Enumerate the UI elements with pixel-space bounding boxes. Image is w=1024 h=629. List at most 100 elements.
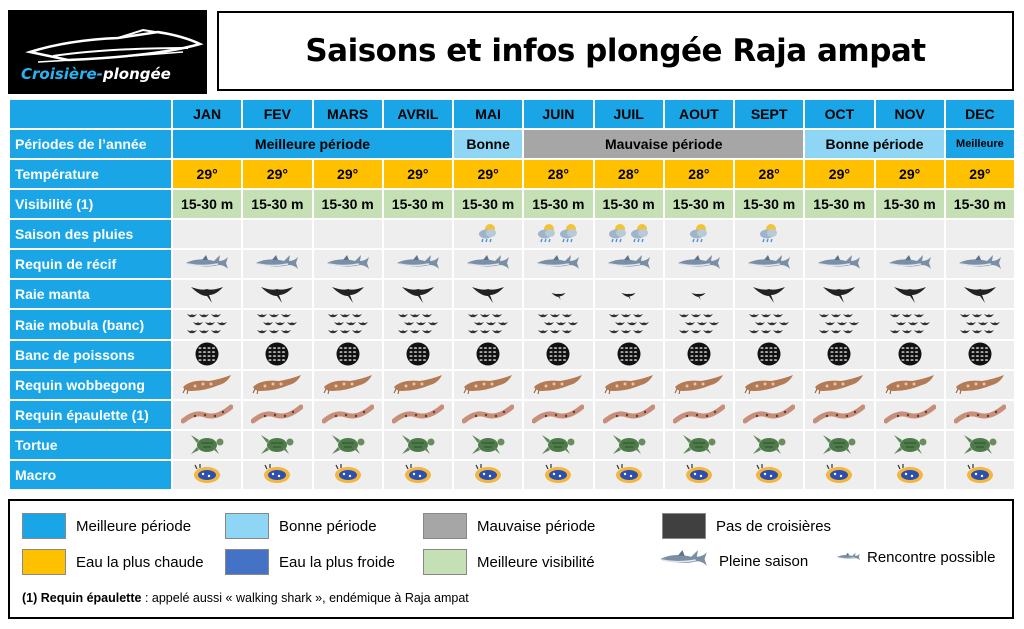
fish-school-icon <box>265 342 289 369</box>
legend: Meilleure période Bonne période Mauvaise… <box>8 499 1014 619</box>
shark-icon <box>184 254 230 275</box>
manta-ray-icon <box>963 283 997 306</box>
nudibranch-icon <box>753 462 785 489</box>
manta-row: Raie manta <box>10 280 1014 308</box>
temperature-cell: 29° <box>805 160 874 188</box>
period-segment: Mauvaise période <box>524 130 804 158</box>
row-label: Raie manta <box>10 280 171 308</box>
temperature-cell: 28° <box>524 160 593 188</box>
reef-shark-cell <box>524 250 593 278</box>
macro-cell <box>594 461 663 489</box>
fish-school-icon <box>827 342 851 369</box>
visibility-row: Visibilité (1) 15-30 m 15-30 m 15-30 m 15-30… <box>10 190 1014 218</box>
fish-school-icon <box>406 342 430 369</box>
wobbegong-cell <box>524 371 593 399</box>
manta-ray-icon <box>752 283 786 306</box>
epaulette-cell <box>383 401 452 429</box>
fish-school-cell <box>243 341 312 369</box>
legend-best: Meilleure période <box>22 513 191 539</box>
reef-shark-cell <box>454 250 523 278</box>
row-label: Périodes de l’année <box>10 130 171 158</box>
legend-warmest: Eau la plus chaude <box>22 549 204 575</box>
fish-school-cell <box>594 341 663 369</box>
turtle-cell <box>945 431 1014 459</box>
epaulette-cell <box>243 401 312 429</box>
turtle-icon <box>187 433 227 458</box>
epaulette-shark-icon <box>180 403 234 428</box>
period-segment: Bonne <box>454 130 523 158</box>
epaulette-shark-icon <box>250 403 304 428</box>
shark-icon <box>887 254 933 275</box>
fish-school-cell <box>383 341 452 369</box>
visibility-cell: 15-30 m <box>735 190 804 218</box>
manta-cell <box>945 280 1014 308</box>
fish-school-cell <box>805 341 874 369</box>
mobula-school-icon <box>396 310 440 339</box>
month-header: SEPT <box>735 100 804 128</box>
turtle-icon <box>819 433 859 458</box>
temperature-cell: 29° <box>173 160 242 188</box>
fish-school-icon <box>617 342 641 369</box>
mobula-cell <box>313 310 382 339</box>
reef-shark-cell <box>664 250 733 278</box>
fish-school-cell <box>875 341 944 369</box>
rain-cell <box>313 220 382 248</box>
reef-shark-cell <box>805 250 874 278</box>
reef-shark-cell <box>383 250 452 278</box>
wobbegong-icon <box>954 373 1006 398</box>
row-label: Visibilité (1) <box>10 190 171 218</box>
fish-school-icon <box>687 342 711 369</box>
logo-text: Croisière-plongée <box>21 65 171 83</box>
nudibranch-icon <box>472 462 504 489</box>
rain-cell <box>243 220 312 248</box>
manta-cell <box>313 280 382 308</box>
nudibranch-icon <box>613 462 645 489</box>
row-label: Requin épaulette (1) <box>10 401 171 429</box>
row-label: Banc de poissons <box>10 341 171 369</box>
visibility-cell: 15-30 m <box>383 190 452 218</box>
legend-swatch-best <box>22 513 66 539</box>
manta-cell <box>805 280 874 308</box>
wobbegong-cell <box>875 371 944 399</box>
manta-cell <box>594 280 663 308</box>
mobula-school-icon <box>185 310 229 339</box>
wobbegong-icon <box>743 373 795 398</box>
manta-ray-icon <box>471 283 505 306</box>
logo: Croisière-plongée <box>8 10 207 94</box>
turtle-cell <box>313 431 382 459</box>
epaulette-row: Requin épaulette (1) <box>10 401 1014 429</box>
period-segment: Meilleure période <box>173 130 452 158</box>
row-label: Macro <box>10 461 171 489</box>
wobbegong-icon <box>532 373 584 398</box>
reef-shark-cell <box>594 250 663 278</box>
fish-school-cell <box>664 341 733 369</box>
turtle-icon <box>538 433 578 458</box>
month-header: JUIN <box>524 100 593 128</box>
rain-cloud-icon <box>536 222 558 247</box>
reef-shark-row: Requin de récif <box>10 250 1014 278</box>
epaulette-cell <box>875 401 944 429</box>
legend-high-season: Pleine saison <box>658 549 808 573</box>
macro-cell <box>945 461 1014 489</box>
manta-ray-icon <box>260 283 294 306</box>
manta-cell <box>875 280 944 308</box>
month-header: MARS <box>313 100 382 128</box>
epaulette-shark-icon <box>321 403 375 428</box>
dive-season-table: JAN FEV MARS AVRIL MAI JUIN JUIL AOUT SEPT OCT NOV… <box>8 98 1016 491</box>
shark-icon <box>606 254 652 275</box>
reef-shark-cell <box>945 250 1014 278</box>
row-label: Requin de récif <box>10 250 171 278</box>
mobula-row: Raie mobula (banc) <box>10 310 1014 339</box>
shark-icon <box>816 254 862 275</box>
legend-label: Mauvaise période <box>477 517 596 535</box>
shark-icon <box>254 254 300 275</box>
fish-school-cell <box>945 341 1014 369</box>
manta-ray-icon <box>822 283 856 306</box>
manta-ray-icon <box>893 283 927 306</box>
macro-cell <box>243 461 312 489</box>
wobbegong-cell <box>383 371 452 399</box>
wobbegong-icon <box>181 373 233 398</box>
row-label: Raie mobula (banc) <box>10 310 171 339</box>
temperature-cell: 29° <box>454 160 523 188</box>
row-label: Tortue <box>10 431 171 459</box>
